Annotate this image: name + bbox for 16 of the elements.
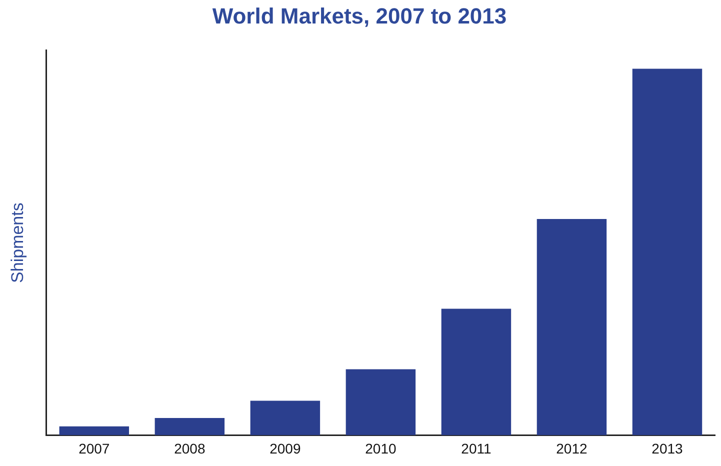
x-tick-label: 2010 xyxy=(365,440,396,456)
x-tick-label: 2011 xyxy=(461,440,492,456)
bar xyxy=(441,308,512,436)
bar xyxy=(536,218,607,436)
x-tick-label: 2009 xyxy=(270,440,301,456)
x-tick-label: 2008 xyxy=(174,440,206,456)
bar xyxy=(59,426,130,436)
x-tick-label: 2013 xyxy=(652,440,684,456)
chart-title: World Markets, 2007 to 2013 xyxy=(212,3,507,28)
bar xyxy=(632,68,702,436)
x-tick-label: 2012 xyxy=(556,440,588,456)
bar xyxy=(250,400,320,436)
bar xyxy=(154,418,225,436)
y-axis-title: Shipments xyxy=(8,202,27,283)
bar xyxy=(346,369,416,436)
x-tick-label: 2007 xyxy=(78,440,110,456)
